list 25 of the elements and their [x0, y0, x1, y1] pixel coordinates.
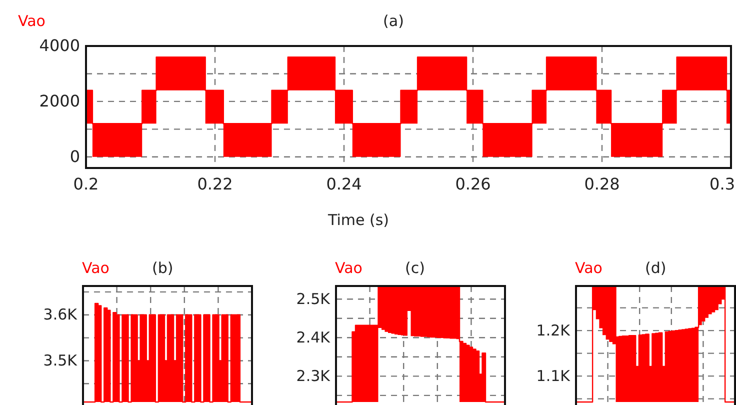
x-tick-label: 0.3 — [710, 174, 735, 194]
series-label: Vao — [575, 259, 602, 277]
y-tick-label: 4000 — [39, 36, 80, 56]
y-tick-label: 2.3K — [296, 366, 332, 385]
x-tick-label: 0.22 — [197, 174, 233, 194]
chart-title: (c) — [405, 259, 425, 277]
y-tick-label: 3.5K — [43, 352, 78, 370]
x-tick-label: 0.26 — [455, 174, 491, 194]
text: Vao — [18, 12, 46, 30]
y-tick-label: 2.5K — [296, 290, 332, 308]
x-axis-title: Time (s) — [327, 211, 389, 229]
x-tick-label: 0.2 — [73, 174, 99, 194]
y-tick-label: 3.6K — [43, 306, 78, 324]
chart-title: (d) — [645, 259, 666, 277]
chart-title: (a) — [383, 12, 404, 30]
y-tick-label: 2000 — [39, 92, 80, 111]
series-label: Vao — [82, 259, 110, 277]
series-label: Vao — [335, 259, 362, 277]
x-tick-label: 0.28 — [584, 174, 620, 194]
y-tick-label: 1.1K — [536, 366, 572, 385]
y-tick-label: 1.2K — [536, 321, 572, 340]
x-tick-label: 0.24 — [326, 174, 362, 194]
y-tick-label: 0 — [70, 147, 80, 166]
y-tick-label: 2.4K — [296, 328, 332, 346]
chart-title: (b) — [152, 259, 174, 277]
